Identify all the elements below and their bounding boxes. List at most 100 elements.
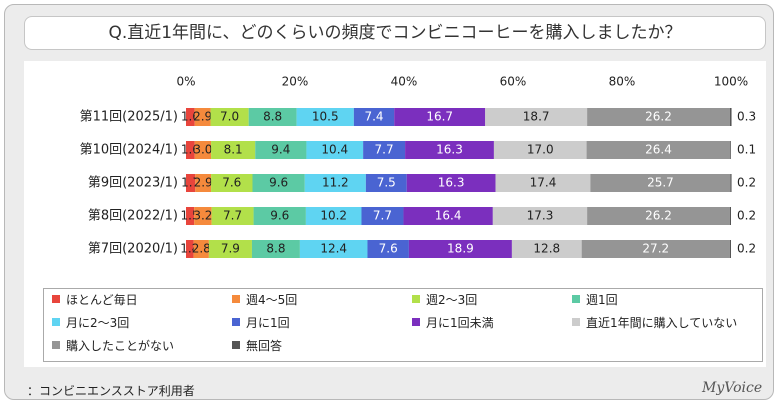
- legend-swatch: [572, 318, 580, 326]
- x-tick-label: 80%: [609, 75, 636, 89]
- data-label: 7.7: [223, 209, 242, 223]
- bar-segment: [194, 207, 212, 225]
- data-label: 11.2: [322, 176, 349, 190]
- bar-segment: [194, 108, 211, 126]
- category-label: 第10回(2024/1): [80, 143, 178, 158]
- legend-swatch: [52, 318, 60, 326]
- data-label: 0.2: [737, 242, 756, 256]
- data-label: 25.7: [647, 176, 674, 190]
- data-label: 18.7: [523, 110, 550, 124]
- bar-segment: [405, 141, 494, 159]
- legend-swatch: [412, 318, 420, 326]
- legend-item: 月に1回: [232, 316, 290, 330]
- bar-segment: [730, 174, 732, 192]
- category-label: 第7回(2020/1): [88, 242, 178, 257]
- data-label: 7.7: [375, 143, 394, 157]
- legend-label: ほとんど毎日: [66, 293, 138, 307]
- data-label: 7.6: [379, 242, 398, 256]
- data-label: 3.0: [193, 143, 212, 157]
- data-label: 9.6: [270, 209, 289, 223]
- data-label: 0.1: [737, 143, 756, 157]
- bar-segment: [210, 108, 249, 126]
- data-label: 26.4: [645, 143, 672, 157]
- bar-segment: [194, 141, 212, 159]
- bar-segment: [248, 108, 297, 126]
- x-tick-label: 100%: [714, 75, 748, 89]
- bar-segment: [305, 207, 362, 225]
- category-label: 第9回(2023/1): [88, 176, 178, 191]
- bar-segment: [306, 141, 364, 159]
- data-label: 9.4: [271, 143, 290, 157]
- bar-segment: [581, 240, 730, 258]
- legend-label: 購入したことがない: [66, 339, 175, 353]
- bar-segment: [587, 108, 730, 126]
- legend-label: 無回答: [246, 339, 283, 353]
- data-label: 18.9: [447, 242, 474, 256]
- bar-segment: [495, 174, 591, 192]
- bar-segment: [361, 207, 404, 225]
- x-tick-label: 0%: [176, 75, 195, 89]
- bar-segment: [394, 108, 486, 126]
- x-tick-label: 60%: [500, 75, 527, 89]
- legend-label: 週2～3回: [426, 293, 478, 307]
- bar-segment: [590, 174, 731, 192]
- bar-segment: [365, 174, 407, 192]
- legend-swatch: [232, 318, 240, 326]
- data-label: 17.0: [527, 143, 554, 157]
- bar-segment: [211, 174, 253, 192]
- legend-item: 週2～3回: [412, 293, 477, 307]
- data-label: 3.2: [193, 209, 212, 223]
- bar-segment: [304, 174, 366, 192]
- legend-item: 購入したことがない: [52, 339, 174, 353]
- data-label: 8.1: [224, 143, 243, 157]
- legend-item: 無回答: [232, 339, 282, 353]
- bar-segment: [186, 240, 194, 258]
- legend-swatch: [52, 295, 60, 303]
- data-label: 0.3: [737, 110, 756, 124]
- legend-swatch: [412, 295, 420, 303]
- data-label: 16.3: [438, 176, 465, 190]
- bar-segment: [186, 174, 196, 192]
- bar-segment: [492, 207, 588, 225]
- data-label: 17.4: [530, 176, 557, 190]
- bar-segment: [186, 108, 195, 126]
- data-label: 0.2: [737, 176, 756, 190]
- legend-item: 月に1回未満: [412, 316, 494, 330]
- bar-segment: [296, 108, 354, 126]
- x-tick-label: 20%: [282, 75, 309, 89]
- data-label: 10.2: [320, 209, 347, 223]
- legend-item: 週4～5回: [232, 293, 297, 307]
- bar-segment: [299, 240, 368, 258]
- bar-segment: [353, 108, 395, 126]
- bar-segment: [729, 240, 731, 258]
- data-label: 8.8: [266, 242, 285, 256]
- bar-segment: [193, 240, 209, 258]
- brand-logo: MyVoice: [702, 380, 763, 396]
- bar-segment: [186, 141, 195, 159]
- data-label: 16.7: [426, 110, 453, 124]
- data-label: 12.4: [320, 242, 347, 256]
- bar-segment: [406, 174, 496, 192]
- bar-segment: [255, 141, 307, 159]
- legend-item: 直近1年間に購入していない: [572, 316, 737, 330]
- bar-segment: [485, 108, 588, 126]
- data-label: 7.4: [364, 110, 383, 124]
- legend-item: 週1回: [572, 293, 618, 307]
- category-label: 第11回(2025/1): [80, 110, 178, 125]
- data-label: 2.8: [192, 242, 211, 256]
- bar-segment: [363, 141, 406, 159]
- data-label: 16.4: [435, 209, 462, 223]
- data-label: 9.6: [269, 176, 288, 190]
- legend-swatch: [232, 295, 240, 303]
- data-label: 2.9: [194, 176, 213, 190]
- legend-label: 月に1回: [246, 316, 290, 330]
- bar-segment: [208, 240, 252, 258]
- data-label: 7.9: [221, 242, 240, 256]
- bar-segment: [211, 207, 254, 225]
- bar-segment: [195, 174, 212, 192]
- bar-segment: [729, 108, 732, 126]
- bar-segment: [211, 141, 256, 159]
- data-label: 7.7: [373, 209, 392, 223]
- data-label: 7.6: [222, 176, 241, 190]
- bar-segment: [403, 207, 493, 225]
